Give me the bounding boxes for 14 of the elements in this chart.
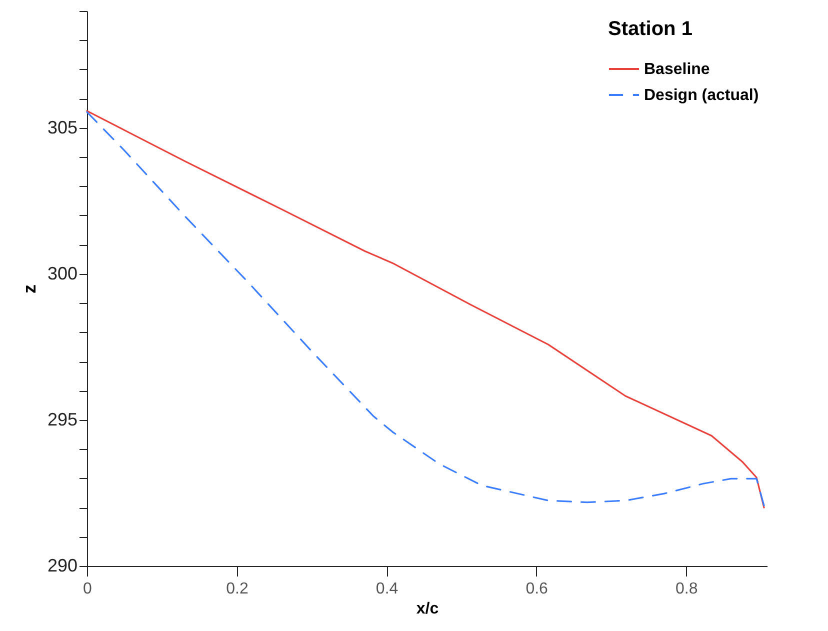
x-tick-label: 0.8 — [675, 580, 698, 598]
x-tick-label: 0 — [83, 580, 92, 598]
y-tick-label: 300 — [47, 263, 78, 284]
x-tick-label: 0.6 — [526, 580, 548, 598]
x-tick-label: 0.2 — [226, 580, 248, 598]
y-tick-label: 295 — [47, 409, 78, 430]
y-tick-label: 305 — [47, 117, 78, 138]
y-tick-label: 290 — [47, 556, 78, 576]
y-axis-title: z — [19, 284, 40, 294]
x-axis-title: x/c — [416, 600, 439, 618]
legend-label: Baseline — [644, 61, 710, 78]
legend-label: Design (actual) — [644, 87, 759, 104]
x-tick-label: 0.4 — [376, 580, 398, 598]
legend-title: Station 1 — [608, 18, 692, 40]
